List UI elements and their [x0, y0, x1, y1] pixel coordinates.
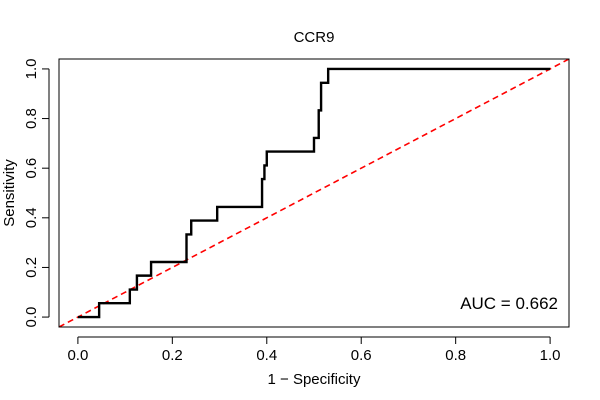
x-tick-label: 1.0	[540, 347, 561, 364]
y-tick-label: 0.6	[23, 158, 40, 179]
x-tick-label: 0.2	[162, 347, 183, 364]
x-axis-title: 1 − Specificity	[268, 371, 361, 388]
y-tick-label: 1.0	[23, 58, 40, 79]
roc-curve-line	[77, 67, 551, 319]
y-tick-label: 0.4	[23, 207, 40, 228]
y-tick-label: 0.0	[23, 307, 40, 328]
x-tick-label: 0.6	[351, 347, 372, 364]
chart-title: CCR9	[294, 29, 335, 46]
x-tick-label: 0.4	[256, 347, 277, 364]
y-axis-title: Sensitivity	[1, 159, 18, 227]
x-tick-label: 0.0	[67, 347, 88, 364]
reference-diagonal-line	[59, 59, 569, 327]
y-tick-label: 0.8	[23, 108, 40, 129]
y-tick-label: 0.2	[23, 257, 40, 278]
plot-frame	[58, 58, 570, 328]
auc-annotation: AUC = 0.662	[460, 294, 558, 313]
x-tick-label: 0.8	[445, 347, 466, 364]
